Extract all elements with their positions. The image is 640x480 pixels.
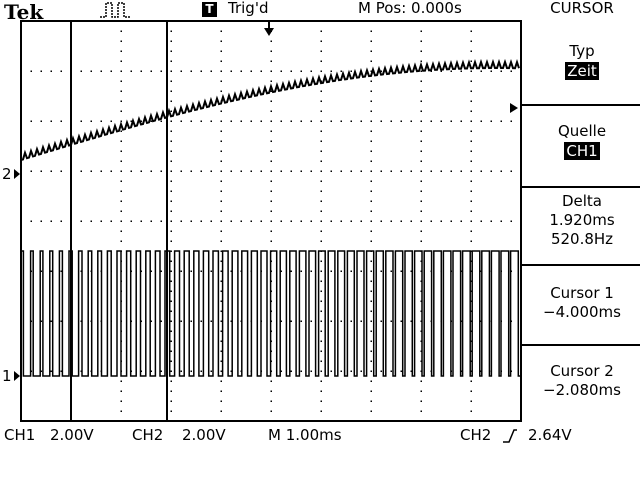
menu-title: CURSOR <box>550 0 614 17</box>
typ-label: Typ <box>569 42 595 60</box>
trigger-level: 2.64V <box>528 426 572 444</box>
rising-edge-icon <box>503 429 517 443</box>
ch1-waveform <box>20 250 520 377</box>
typ-value: Zeit <box>565 62 599 80</box>
ch1-marker-label: 1 <box>2 367 12 385</box>
menu-typ[interactable]: Typ Zeit <box>524 42 640 80</box>
ch2-marker-label: 2 <box>2 165 12 183</box>
ch2-label: CH2 <box>132 426 164 444</box>
trigger-badge: T <box>202 2 217 17</box>
ch2-ground-marker <box>14 169 20 179</box>
menu-quelle[interactable]: Quelle CH1 <box>524 122 640 160</box>
trigger-source: CH2 <box>460 426 492 444</box>
acquisition-icon <box>100 2 130 18</box>
ch1-label: CH1 <box>4 426 36 444</box>
cursor1-label: Cursor 1 <box>550 284 614 302</box>
trigger-status: Trig'd <box>228 0 269 17</box>
m-pos-readout: M Pos: 0.000s <box>358 0 462 17</box>
ch1-scale: 2.00V <box>50 426 94 444</box>
timebase: M 1.00ms <box>268 426 342 444</box>
trigger-level-marker <box>510 103 518 113</box>
ch2-waveform <box>20 58 520 161</box>
ch1-ground-marker <box>14 371 20 381</box>
brand-logo: Tek <box>4 0 44 24</box>
menu-delta: Delta 1.920ms 520.8Hz <box>524 192 640 249</box>
cursor2-value: −2.080ms <box>543 381 621 399</box>
ch2-scale: 2.00V <box>182 426 226 444</box>
trigger-position-marker <box>264 28 274 36</box>
quelle-value: CH1 <box>564 142 600 160</box>
menu-cursor-1[interactable]: Cursor 1 −4.000ms <box>524 284 640 322</box>
delta-time: 1.920ms <box>549 211 615 229</box>
menu-cursor-2[interactable]: Cursor 2 −2.080ms <box>524 362 640 400</box>
cursor2-label: Cursor 2 <box>550 362 614 380</box>
cursor1-value: −4.000ms <box>543 303 621 321</box>
quelle-label: Quelle <box>557 122 607 140</box>
delta-label: Delta <box>561 192 603 210</box>
delta-frequency: 520.8Hz <box>550 230 614 248</box>
